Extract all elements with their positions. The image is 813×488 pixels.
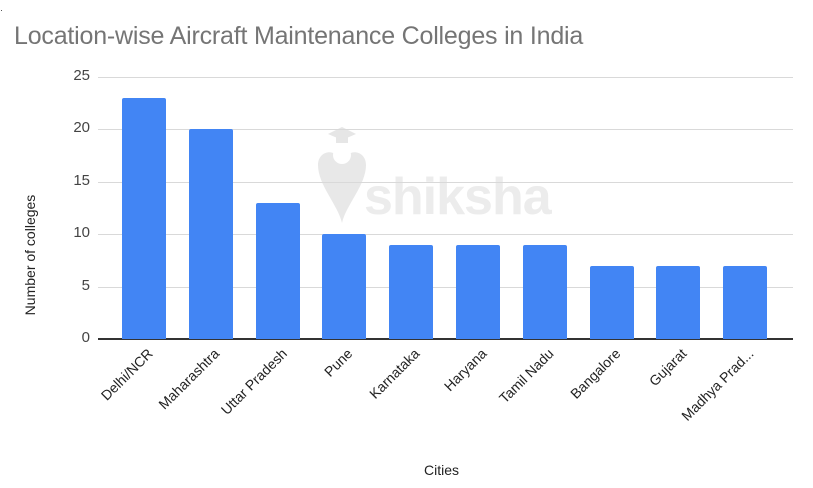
y-tick-label: 5: [81, 276, 90, 294]
y-axis-title: Number of colleges: [22, 194, 38, 316]
watermark-text: shiksha: [364, 168, 552, 226]
x-axis-line: [98, 338, 793, 340]
chart-title: Location-wise Aircraft Maintenance Colle…: [14, 22, 584, 50]
x-tick-label: Delhi/NCR: [97, 345, 156, 404]
x-tick-label: Madhya Prad...: [678, 345, 757, 424]
y-tick-label: 20: [73, 119, 90, 137]
y-tick-label: 15: [73, 171, 90, 189]
x-axis-title: Cities: [424, 462, 460, 478]
x-tick-label: Bangalore: [566, 345, 624, 402]
gridline: [98, 181, 793, 183]
stray-pixel: [1, 10, 2, 11]
y-tick-label: 0: [81, 329, 90, 346]
shiksha-watermark: shiksha: [312, 125, 562, 230]
gridline: [98, 286, 793, 288]
y-tick-label: 10: [73, 224, 90, 242]
gridline: [98, 129, 793, 131]
x-tick-label: Haryana: [440, 345, 490, 395]
bar[interactable]: [723, 265, 768, 339]
x-tick-label: Karnataka: [366, 345, 423, 402]
bar[interactable]: [188, 129, 233, 339]
bar[interactable]: [589, 265, 634, 339]
x-tick-label: Maharashtra: [155, 345, 223, 413]
y-tick-label: 25: [73, 67, 90, 84]
bar[interactable]: [322, 234, 367, 339]
graduate-logo-icon: [318, 127, 366, 223]
gridline: [98, 77, 793, 78]
bar[interactable]: [122, 97, 166, 339]
x-tick-label: Gujarat: [646, 345, 690, 390]
x-tick-label: Pune: [321, 345, 356, 380]
bar[interactable]: [456, 244, 500, 339]
plot-area: [98, 77, 793, 340]
bar[interactable]: [255, 202, 300, 339]
bar[interactable]: [656, 265, 701, 339]
gridline: [98, 234, 793, 236]
x-tick-label: Tamil Nadu: [495, 345, 557, 407]
bar[interactable]: [389, 244, 434, 339]
x-tick-label: Uttar Pradesh: [217, 345, 290, 418]
bar[interactable]: [522, 244, 567, 339]
